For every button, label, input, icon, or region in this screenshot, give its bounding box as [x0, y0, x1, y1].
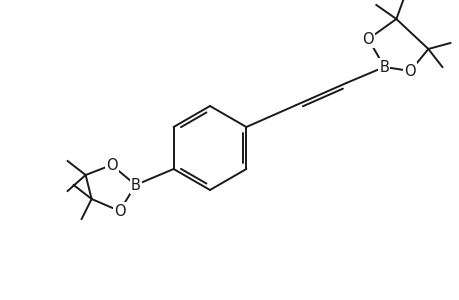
Text: O: O — [362, 32, 373, 46]
Text: O: O — [106, 158, 117, 172]
Text: B: B — [130, 178, 140, 193]
Text: O: O — [113, 203, 125, 218]
Text: O: O — [403, 64, 415, 79]
Text: B: B — [379, 59, 388, 74]
